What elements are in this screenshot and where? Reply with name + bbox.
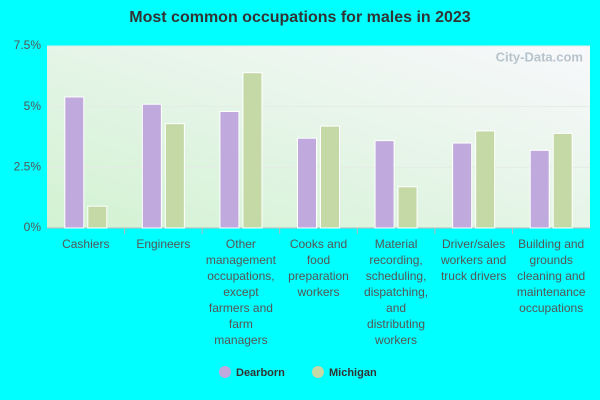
y-tick-label: 0% <box>24 220 42 234</box>
bar <box>87 205 108 229</box>
y-tick-label: 5% <box>24 99 42 113</box>
bar <box>141 103 162 229</box>
chart-title: Most common occupations for males in 202… <box>129 9 471 26</box>
x-tick-label: Material recording, scheduling, dispatch… <box>364 237 429 347</box>
x-tick-label: Engineers <box>136 237 191 251</box>
bar <box>64 96 85 229</box>
x-tick-label: Building and grounds cleaning and mainte… <box>516 237 586 315</box>
legend-swatch <box>219 366 231 378</box>
bar <box>219 111 240 229</box>
bar <box>397 186 418 229</box>
x-tick-label: Cooks and food preparation workers <box>288 237 349 299</box>
y-tick-label: 7.5% <box>14 38 42 52</box>
watermark: City-Data.com <box>496 49 583 64</box>
bar <box>320 125 340 229</box>
bar <box>452 142 473 229</box>
bar <box>529 149 550 229</box>
bar <box>164 123 185 229</box>
x-tick-label: Other management occupations, except far… <box>205 237 276 347</box>
legend-label: Michigan <box>329 367 377 379</box>
legend-swatch <box>312 366 324 378</box>
legend-label: Dearborn <box>236 367 285 379</box>
bar <box>242 72 263 229</box>
plot-area <box>47 46 590 228</box>
bar <box>374 140 395 229</box>
y-tick-label: 2.5% <box>14 160 42 174</box>
x-tick-label: Cashiers <box>62 237 110 251</box>
bar <box>297 137 317 229</box>
bar <box>475 130 496 229</box>
x-tick-label: Driver/sales workers and truck drivers <box>440 237 507 283</box>
bar <box>552 132 573 229</box>
